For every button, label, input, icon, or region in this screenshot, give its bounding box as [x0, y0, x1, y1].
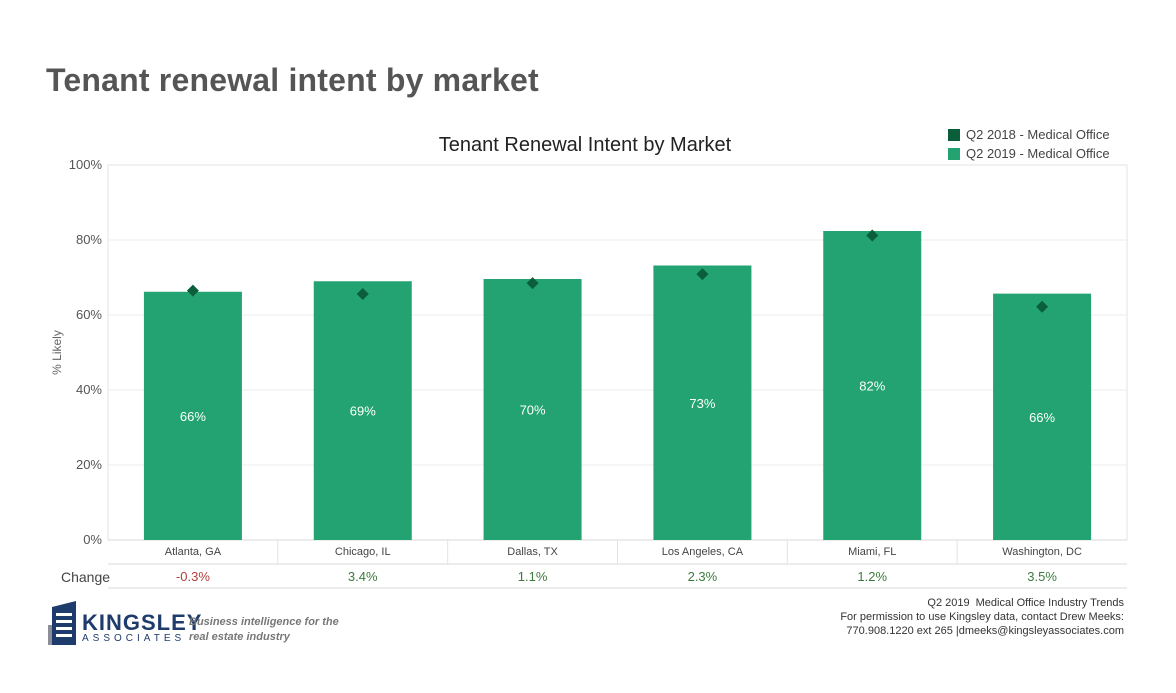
- y-axis-label: % Likely: [50, 330, 64, 375]
- point-2018-diamond: [356, 288, 369, 300]
- change-value: 1.2%: [857, 569, 887, 584]
- y-tick-label: 0%: [83, 532, 102, 547]
- x-tick-label: Dallas, TX: [507, 546, 558, 558]
- footer-meta: Q2 2019 Medical Office Industry Trends F…: [840, 596, 1124, 638]
- chart-legend: Q2 2018 - Medical Office Q2 2019 - Medic…: [948, 125, 1110, 163]
- change-value: 1.1%: [518, 569, 548, 584]
- bar-chart: Tenant Renewal Intent by Market 0% 20% 40% 6…: [50, 134, 1128, 589]
- change-value: 3.4%: [348, 569, 378, 584]
- footer-permission: For permission to use Kingsley data, con…: [840, 611, 1124, 623]
- x-tick-label: Los Angeles, CA: [662, 546, 744, 558]
- y-tick-label: 40%: [76, 382, 102, 397]
- y-tick-label: 100%: [69, 157, 103, 172]
- y-tick-label: 60%: [76, 307, 102, 322]
- building-logo-icon: [48, 601, 76, 645]
- point-2018-diamond: [866, 229, 879, 242]
- point-2018-diamond: [186, 284, 199, 297]
- point-2018-diamond: [1036, 300, 1049, 313]
- y-tick-label: 80%: [76, 232, 102, 247]
- footer-contact: 770.908.1220 ext 265 |dmeeks@kingsleyass…: [846, 625, 1124, 637]
- change-value: -0.3%: [176, 569, 210, 584]
- bar-data-label: 69%: [350, 404, 376, 419]
- change-value: 2.3%: [688, 569, 718, 584]
- bar-2019: [483, 279, 582, 540]
- change-row-label: Change: [61, 569, 110, 585]
- point-2018-diamond: [696, 268, 709, 281]
- legend-item-2018: Q2 2018 - Medical Office: [948, 125, 1110, 144]
- bar-data-label: 73%: [689, 396, 715, 411]
- footer-report-name: Medical Office Industry Trends: [975, 597, 1124, 609]
- tagline-line-2: real estate industry: [189, 631, 290, 643]
- bar-2019: [653, 265, 752, 540]
- bar-data-label: 66%: [180, 409, 206, 424]
- bar-2019: [823, 231, 922, 540]
- footer-period: Q2 2019: [927, 597, 970, 609]
- kingsley-logo: KINGSLEY ASSOCIATES: [48, 601, 202, 645]
- page-title: Tenant renewal intent by market: [46, 62, 539, 98]
- footer-line-1: Q2 2019 Medical Office Industry Trends: [840, 596, 1124, 610]
- bar-2019: [313, 281, 412, 540]
- chart-title: Tenant Renewal Intent by Market: [439, 134, 732, 156]
- x-tick-label: Atlanta, GA: [165, 546, 222, 558]
- legend-swatch-2018: [948, 128, 960, 141]
- bar-data-label: 66%: [1029, 410, 1055, 425]
- x-tick-label: Miami, FL: [848, 546, 896, 558]
- logo-subtext: ASSOCIATES: [82, 633, 186, 644]
- plot-frame: [107, 164, 1128, 541]
- y-tick-label: 20%: [76, 457, 102, 472]
- logo-wordmark: KINGSLEY: [82, 610, 203, 635]
- x-tick-label: Chicago, IL: [335, 546, 391, 558]
- bar-2019: [143, 291, 242, 540]
- bar-data-label: 82%: [859, 379, 885, 394]
- x-tick-label: Washington, DC: [1002, 546, 1082, 558]
- legend-label-2019: Q2 2019 - Medical Office: [966, 146, 1110, 161]
- change-value: 3.5%: [1027, 569, 1057, 584]
- bar-data-label: 70%: [520, 403, 546, 418]
- point-2018-diamond: [526, 277, 539, 290]
- tagline-line-1: Business intelligence for the: [189, 616, 339, 628]
- tagline: Business intelligence for the real estat…: [189, 615, 339, 645]
- bar-2019: [993, 293, 1092, 540]
- legend-swatch-2019: [948, 147, 960, 160]
- legend-item-2019: Q2 2019 - Medical Office: [948, 144, 1110, 163]
- legend-label-2018: Q2 2018 - Medical Office: [966, 127, 1110, 142]
